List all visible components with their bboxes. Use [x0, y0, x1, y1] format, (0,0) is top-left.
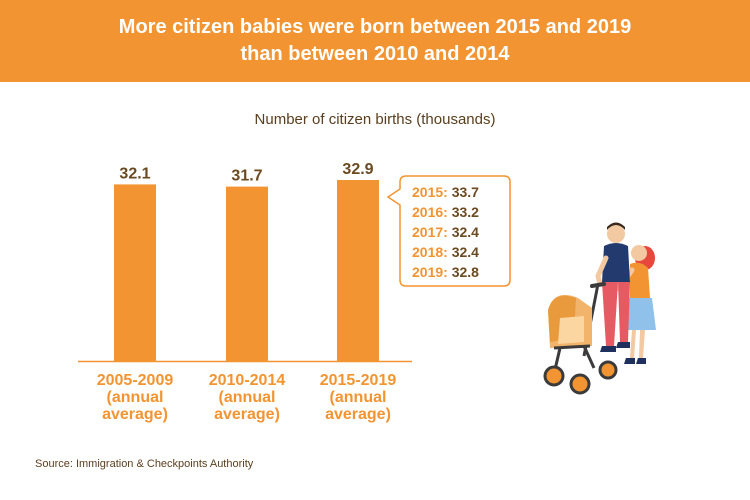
category-label-1-line-1: 2005-2009: [97, 372, 174, 389]
callout-list: 2015: 33.7 2016: 33.2 2017: 32.4 2018: 32.4…: [400, 182, 510, 282]
callout-item: 2017: 32.4: [400, 222, 510, 242]
callout-year: 2016:: [412, 204, 452, 220]
family-with-stroller-icon: [543, 222, 656, 395]
source-note: Source: Immigration & Checkpoints Author…: [35, 458, 254, 470]
callout-value: 32.4: [451, 244, 479, 260]
bar-1: [114, 184, 156, 361]
bar-value-label-1: 32.1: [119, 165, 150, 182]
bar-3: [337, 180, 379, 361]
title-banner: More citizen babies were born between 20…: [0, 0, 750, 82]
category-label-1-line-3: average): [102, 406, 168, 423]
callout-value: 32.8: [451, 264, 479, 280]
callout-year: 2015:: [412, 184, 452, 200]
callout-item: 2016: 33.2: [400, 202, 510, 222]
bar-value-label-3: 32.9: [342, 161, 373, 178]
chart-subtitle: Number of citizen births (thousands): [254, 111, 496, 128]
bar-2: [226, 186, 268, 361]
callout-value: 32.4: [451, 224, 479, 240]
callout-item: 2019: 32.8: [400, 262, 510, 282]
callout-year: 2019:: [412, 264, 452, 280]
yearly-breakdown-callout: 2015: 33.7 2016: 33.2 2017: 32.4 2018: 32.4…: [386, 175, 511, 287]
category-label-2-line-2: (annual: [219, 389, 276, 406]
category-label-2-line-1: 2010-2014: [209, 372, 286, 389]
category-label-3-line-3: average): [325, 406, 391, 423]
category-label-1-line-2: (annual: [107, 389, 164, 406]
callout-value: 33.2: [451, 204, 479, 220]
chart-title: More citizen babies were born between 20…: [0, 14, 750, 68]
callout-year: 2017:: [412, 224, 452, 240]
callout-item: 2018: 32.4: [400, 242, 510, 262]
category-label-3-line-1: 2015-2019: [320, 372, 397, 389]
callout-item: 2015: 33.7: [400, 182, 510, 202]
category-label-3-line-2: (annual: [330, 389, 387, 406]
callout-year: 2018:: [412, 244, 452, 260]
callout-bubble-outline: [386, 175, 511, 287]
category-label-2-line-3: average): [214, 406, 280, 423]
callout-value: 33.7: [451, 184, 479, 200]
chart-title-line-2: than between 2010 and 2014: [240, 43, 510, 65]
chart-title-line-1: More citizen babies were born between 20…: [118, 16, 632, 38]
bar-value-label-2: 31.7: [231, 168, 262, 185]
